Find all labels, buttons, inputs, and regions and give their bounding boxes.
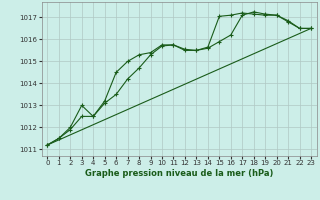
X-axis label: Graphe pression niveau de la mer (hPa): Graphe pression niveau de la mer (hPa) <box>85 169 273 178</box>
